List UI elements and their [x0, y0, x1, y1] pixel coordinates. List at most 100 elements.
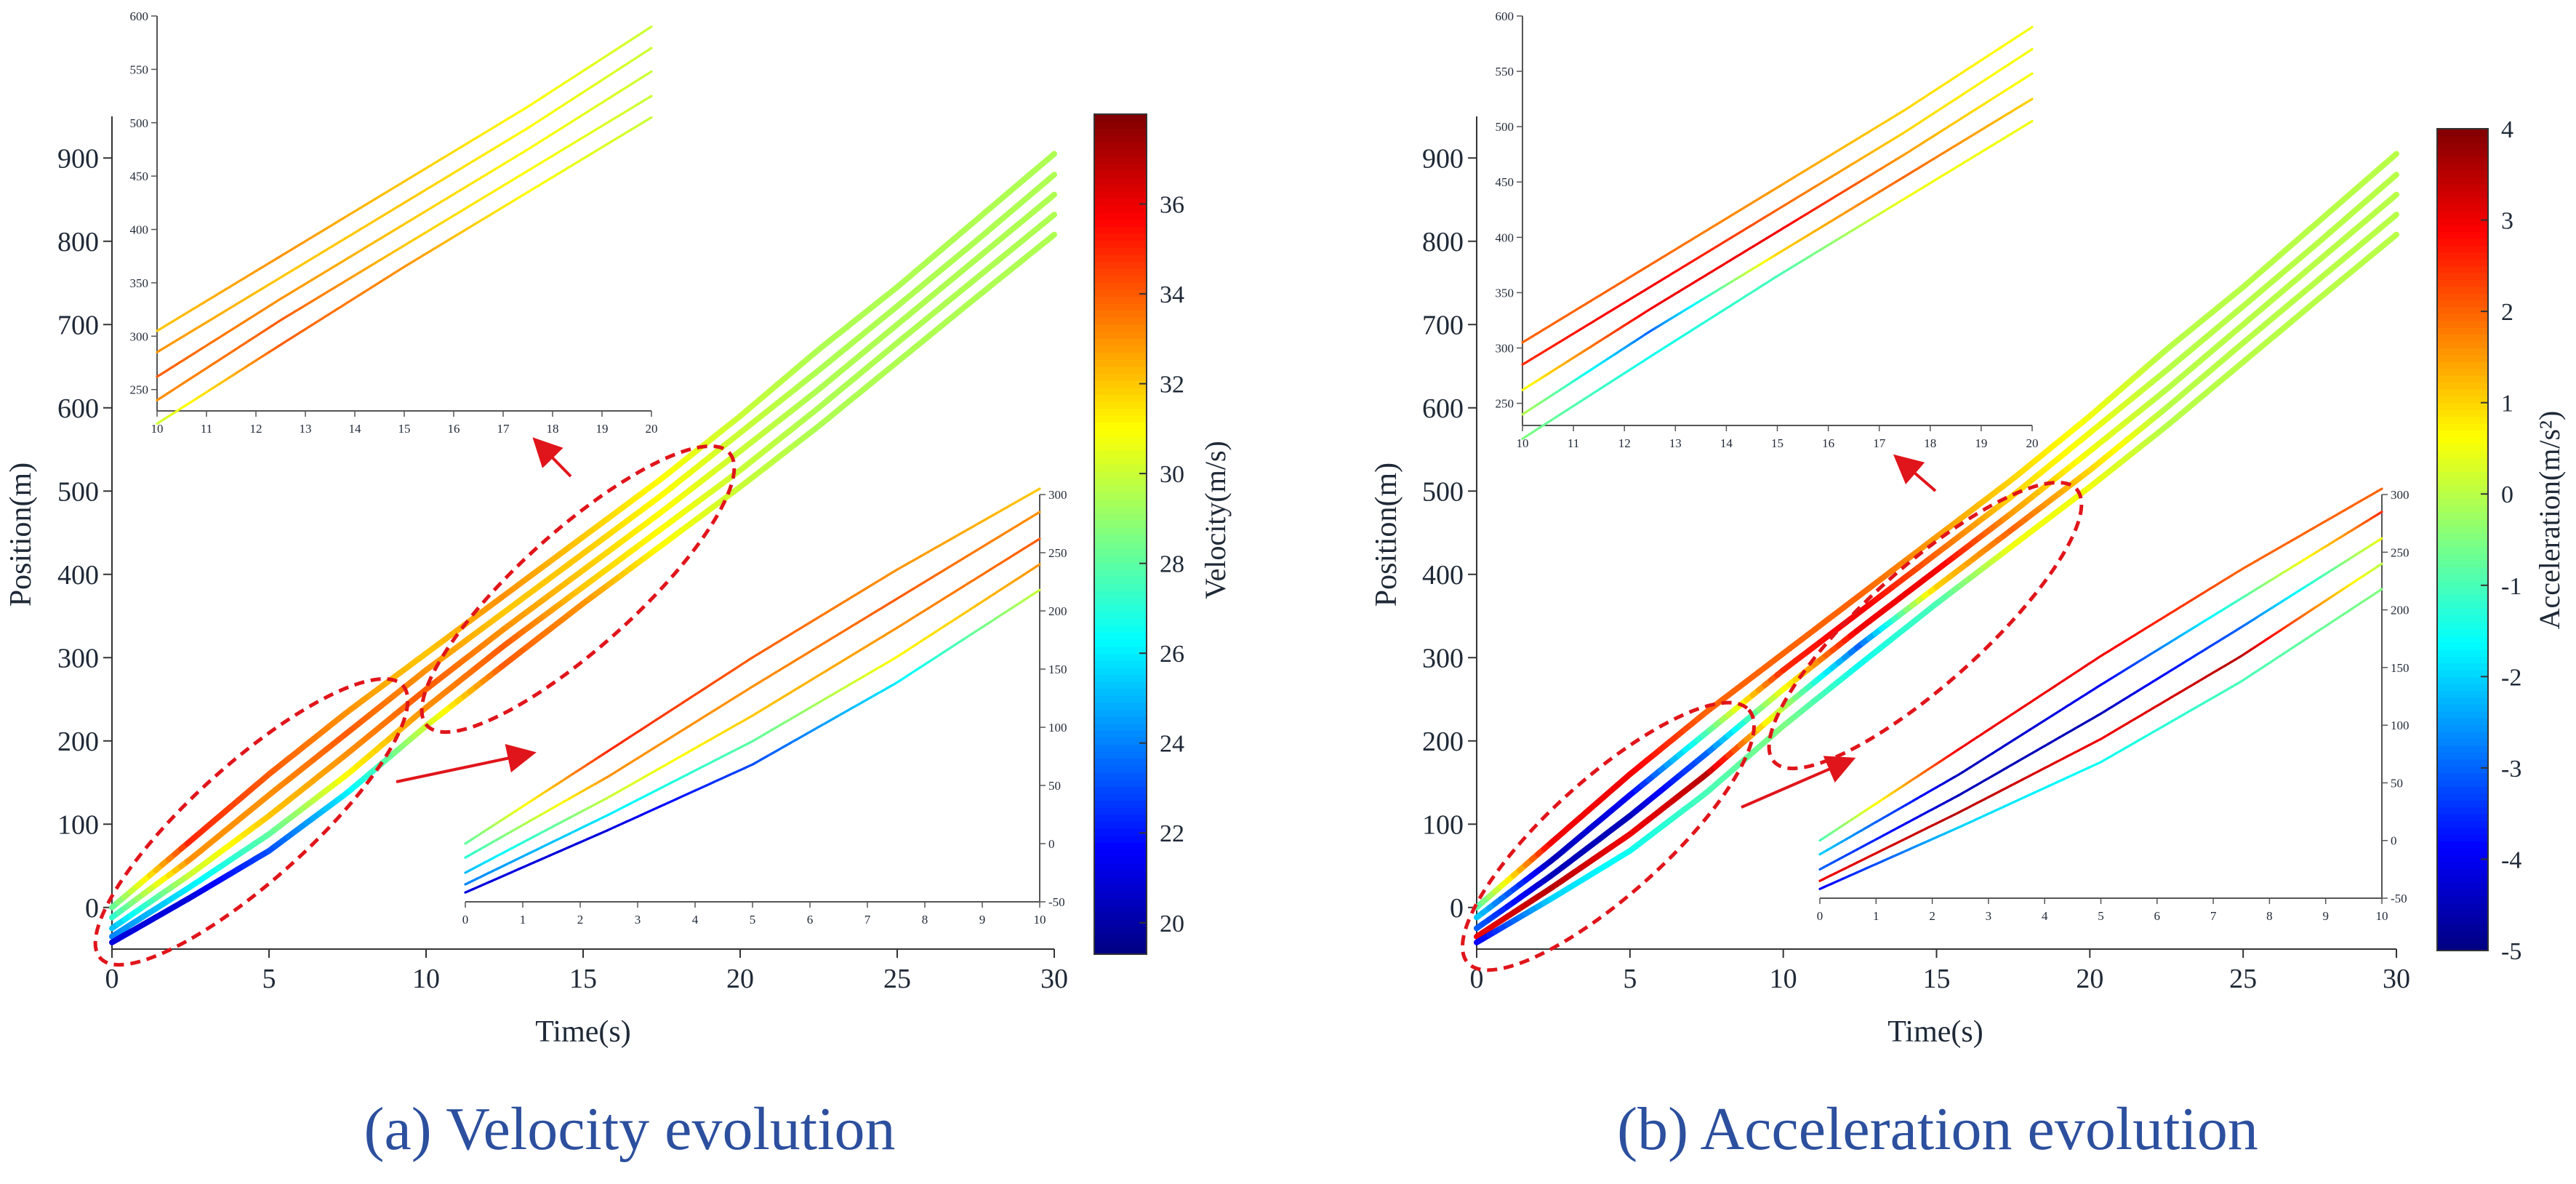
main-series-1: [1474, 172, 2399, 921]
inset-y-tick-label: 300: [130, 329, 149, 343]
inset-1-series-0: [1818, 487, 2383, 842]
colorbar-segment: [1094, 163, 1147, 171]
colorbar-segment: [1094, 877, 1147, 885]
colorbar-segment: [1094, 338, 1147, 346]
inset-x-tick-label: 3: [635, 913, 641, 927]
colorbar-segment: [1094, 856, 1147, 864]
colorbar-segment: [1094, 247, 1147, 255]
colorbar-segment: [1094, 898, 1147, 906]
main-series-4: [109, 231, 1057, 945]
inset-x-tick-label: 9: [979, 913, 986, 927]
inset-0-segment: [646, 95, 653, 100]
inset-x-tick-label: 18: [1924, 436, 1936, 450]
colorbar-segment: [1094, 674, 1147, 682]
inset-y-tick-label: 300: [1048, 488, 1067, 502]
inset-1-segment: [2377, 562, 2383, 568]
colorbar-segment: [2437, 471, 2488, 479]
inset-y-tick-label: 600: [130, 9, 149, 23]
colorbar-segment: [1094, 940, 1147, 948]
colorbar-segment: [1094, 730, 1147, 738]
main-series-4: [1474, 231, 2399, 945]
panel-velocity: 0 5 10 15 20 25 300100200300400500600700800900…: [4, 9, 1232, 1163]
inset-x-tick-label: 7: [864, 913, 871, 927]
colorbar-segment: [1094, 583, 1147, 591]
y-axis-label: Position(m): [4, 463, 38, 607]
main-series-2: [109, 191, 1057, 932]
x-tick-label: 5: [262, 964, 276, 994]
colorbar-segment: [2437, 519, 2488, 527]
inset-1-segment: [2377, 487, 2383, 492]
inset-1-segment: [2377, 511, 2383, 516]
main-segment: [2387, 151, 2399, 162]
zoom-arrow-0: [532, 437, 572, 478]
colorbar-segment: [2437, 683, 2488, 691]
colorbar-segment: [2437, 751, 2488, 760]
colorbar-segment: [1094, 275, 1147, 283]
colorbar-segment: [1094, 352, 1147, 360]
colorbar-segment: [1094, 793, 1147, 801]
colorbar-segment: [1094, 149, 1147, 157]
inset-0: 10 11 12 13 14 15 16 17 18 19 20250300350400450500…: [1496, 9, 2039, 450]
inset-y-tick-label: 400: [130, 223, 149, 237]
colorbar-segment: [1094, 828, 1147, 836]
colorbar-segment: [1094, 268, 1147, 276]
colorbar-segment: [2437, 484, 2488, 492]
colorbar-segment: [1094, 548, 1147, 556]
colorbar-segment: [1094, 366, 1147, 374]
x-axis-label: Time(s): [535, 1015, 630, 1049]
colorbar-segment: [1094, 765, 1147, 773]
inset-y-tick-label: 350: [1496, 286, 1514, 300]
colorbar-segment: [2437, 649, 2488, 657]
inset-x-tick-label: 4: [692, 913, 699, 927]
colorbar-tick-label: 22: [1160, 820, 1184, 847]
inset-1-segment: [2377, 588, 2383, 593]
panel-caption: (a) Velocity evolution: [364, 1095, 896, 1163]
colorbar-segment: [1094, 282, 1147, 290]
inset-x-tick-label: 0: [1817, 909, 1823, 923]
inset-x-tick-label: 8: [922, 913, 928, 927]
colorbar-segment: [1094, 254, 1147, 262]
colorbar-segment: [1094, 373, 1147, 381]
inset-x-tick-label: 5: [2098, 909, 2104, 923]
inset-0-series-3: [156, 95, 653, 401]
colorbar-segment: [2437, 793, 2488, 801]
main-segment: [1045, 231, 1057, 243]
colorbar-segment: [2437, 813, 2488, 821]
y-tick-label: 100: [57, 809, 99, 840]
main-series-0: [109, 151, 1057, 911]
colorbar-segment: [2437, 492, 2488, 500]
colorbar-segment: [2437, 444, 2488, 452]
colorbar-segment: [1094, 842, 1147, 850]
colorbar-segment: [2437, 464, 2488, 472]
colorbar-segment: [2437, 642, 2488, 650]
inset-1-series-2: [464, 537, 1041, 874]
inset-x-tick-label: 6: [2154, 909, 2161, 923]
y-tick-label: 0: [85, 893, 99, 924]
colorbar-segment: [2437, 841, 2488, 849]
y-tick-label: 800: [57, 227, 99, 257]
colorbar-segment: [1094, 233, 1147, 241]
colorbar-segment: [2437, 903, 2488, 911]
colorbar-segment: [1094, 814, 1147, 822]
inset-y-tick-label: 200: [1048, 604, 1067, 618]
inset-x-tick-label: 16: [448, 422, 460, 436]
main-segment: [1045, 212, 1057, 223]
colorbar-segment: [1094, 492, 1147, 500]
inset-1-series-0: [464, 487, 1041, 845]
colorbar-segment: [1094, 261, 1147, 269]
inset-0-series-1: [156, 47, 653, 353]
colorbar-segment: [1094, 744, 1147, 752]
colorbar-segment: [1094, 240, 1147, 248]
colorbar-segment: [1094, 464, 1147, 472]
colorbar-segment: [1094, 401, 1147, 409]
inset-x-tick-label: 19: [596, 422, 609, 436]
colorbar-segment: [1094, 443, 1147, 451]
colorbar-segment: [2437, 457, 2488, 465]
x-tick-label: 0: [105, 964, 119, 994]
colorbar-segment: [2437, 594, 2488, 602]
y-tick-label: 700: [57, 310, 99, 340]
colorbar-segment: [1094, 317, 1147, 325]
inset-x-tick-label: 4: [2042, 909, 2048, 923]
colorbar-segment: [1094, 331, 1147, 339]
colorbar-segment: [2437, 587, 2488, 596]
